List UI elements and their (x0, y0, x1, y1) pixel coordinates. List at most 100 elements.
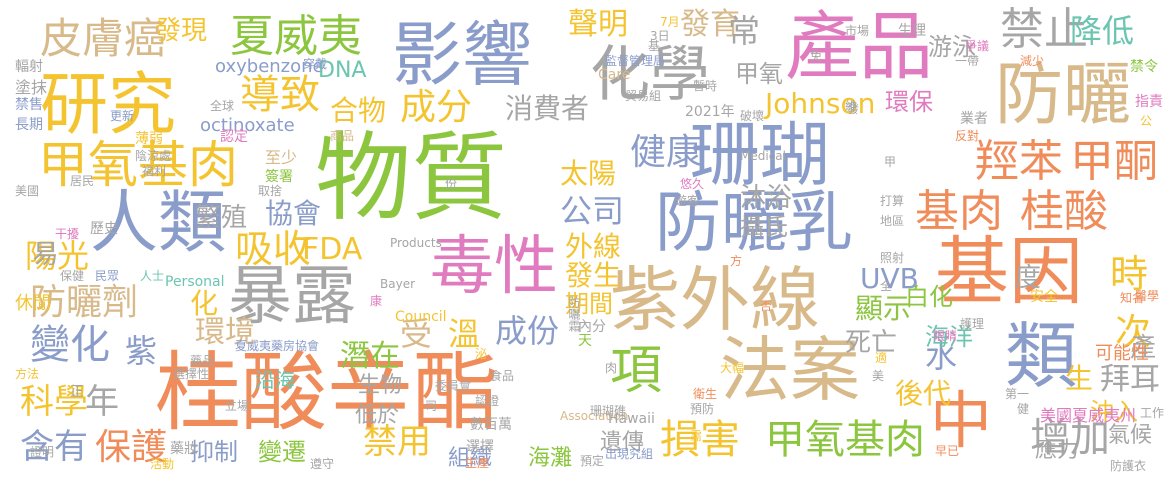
cloud-word: 防曬 (995, 56, 1132, 135)
cloud-word: 安全 (1030, 289, 1058, 305)
cloud-word: 發育 (680, 7, 740, 42)
cloud-word: 7月 (660, 15, 680, 29)
cloud-word: 選擇 (466, 439, 494, 455)
cloud-word: 維 (845, 99, 858, 113)
cloud-word: 環保 (885, 88, 933, 116)
cloud-word: 珊瑚 (690, 114, 830, 196)
cloud-word: 發生 (565, 259, 622, 292)
cloud-word: 後代 (895, 377, 952, 410)
cloud-word: 休閒 (15, 293, 51, 314)
cloud-word: 第一 (1005, 387, 1030, 401)
cloud-word: 暫時 (693, 79, 718, 93)
cloud-word: 紫外線 (610, 259, 820, 341)
cloud-word: 基肉 (915, 186, 1003, 237)
cloud-word: 拜耳 (1100, 362, 1160, 397)
cloud-word: 禁售 (15, 97, 43, 113)
cloud-word: 期間 (565, 290, 613, 318)
cloud-word: 業者 (960, 111, 988, 127)
cloud-word: 紫 (125, 332, 158, 370)
cloud-word: 減少 (1020, 54, 1045, 68)
cloud-word: 消費者 (505, 92, 590, 125)
cloud-word: 影響 (392, 14, 532, 96)
cloud-word: 反對 (955, 129, 980, 143)
cloud-word: 天 (578, 333, 592, 349)
cloud-word: 民眾 (95, 269, 120, 283)
cloud-word: 塗抹 (15, 78, 48, 97)
cloud-word: 歷史 (90, 221, 118, 237)
cloud-word: 海洋 (925, 323, 973, 351)
cloud-word: 甲氧基肉 (38, 136, 238, 194)
cloud-word: 生理 (898, 23, 926, 39)
cloud-word: 陽光 (25, 237, 90, 275)
cloud-word: 遺傳 (600, 430, 645, 455)
cloud-word: 美國夏威夷州 (1040, 406, 1137, 425)
cloud-word: 眼睛 (933, 329, 958, 343)
cloud-word: 指責 (1135, 94, 1163, 110)
cloud-word: 需 (690, 429, 703, 443)
cloud-word: 變化 (30, 322, 110, 368)
cloud-word: 產品 (785, 4, 933, 90)
cloud-word: 海灘 (528, 446, 573, 471)
cloud-word: 防曬乳 (655, 184, 853, 261)
cloud-word: 項 (610, 341, 663, 401)
cloud-word: 商品 (330, 129, 355, 143)
cloud-word: 泌 (475, 347, 488, 361)
cloud-word: 發現 (155, 16, 208, 46)
cloud-word: 長期 (15, 117, 43, 133)
cloud-word: 禁止 (1000, 4, 1088, 55)
cloud-word: 委員會 (435, 379, 472, 393)
cloud-word: Personal (165, 274, 225, 290)
cloud-word: 防護衣 (1110, 459, 1147, 473)
cloud-word: 溫 (448, 315, 481, 353)
cloud-word: 人類 (90, 184, 227, 263)
cloud-word: 居民 (70, 174, 95, 188)
cloud-word: 生物 (358, 373, 403, 398)
cloud-word: 一帶 (955, 54, 980, 68)
cloud-word: 防曬劑 (30, 282, 139, 323)
cloud-word: 地區 (880, 214, 905, 228)
cloud-word: 中 (930, 384, 993, 457)
cloud-word: 方法 (15, 367, 40, 381)
cloud-word: 沐浴 (740, 183, 793, 213)
cloud-word: 更新 (110, 109, 135, 123)
cloud-word: 悠久 (680, 177, 705, 191)
cloud-word: 類 (1005, 314, 1078, 398)
cloud-word: 氣候 (1108, 423, 1153, 448)
cloud-word: 甲 (884, 155, 897, 169)
cloud-word: oxybenzone (215, 56, 324, 77)
cloud-word: 降低 (1070, 12, 1135, 50)
cloud-word: 取捨 (258, 184, 283, 198)
cloud-word: 人士 (140, 269, 165, 283)
cloud-word: 生 (1065, 362, 1094, 395)
cloud-word: 白化 (905, 283, 953, 311)
cloud-word: 護理 (960, 317, 985, 331)
cloud-word: Johnson (765, 87, 876, 120)
cloud-word: octinoxate (200, 115, 295, 136)
cloud-word: 暴露 (228, 260, 356, 334)
cloud-word: 輻射 (15, 59, 43, 75)
cloud-word: 保護 (95, 427, 168, 468)
cloud-word: 肉 (605, 361, 618, 375)
cloud-word: 太陽 (560, 157, 617, 190)
cloud-word: 物質 (315, 122, 507, 234)
cloud-word: 破壞 (740, 109, 765, 123)
cloud-word: 組織 (448, 446, 493, 471)
cloud-word: 發 (847, 102, 860, 116)
cloud-word: 預定 (580, 454, 605, 468)
cloud-word: 化 (190, 287, 219, 320)
cloud-word: 環境 (195, 315, 255, 350)
cloud-word: 潛在 (340, 339, 400, 374)
cloud-word: 醫學 (1135, 289, 1160, 303)
cloud-word: 數百萬 (470, 417, 512, 433)
cloud-word: 毒性 (430, 230, 558, 304)
cloud-word: 康 (370, 294, 383, 308)
cloud-word: 活動 (150, 457, 175, 471)
cloud-word: 禁令 (1130, 59, 1158, 75)
cloud-word: 羥苯 (975, 136, 1063, 187)
cloud-word: 認定 (220, 129, 248, 145)
cloud-word: 否 (760, 299, 773, 313)
cloud-word: 沿海 (255, 368, 295, 392)
cloud-word: 外線 (565, 230, 622, 263)
cloud-word: FDA (302, 232, 363, 267)
